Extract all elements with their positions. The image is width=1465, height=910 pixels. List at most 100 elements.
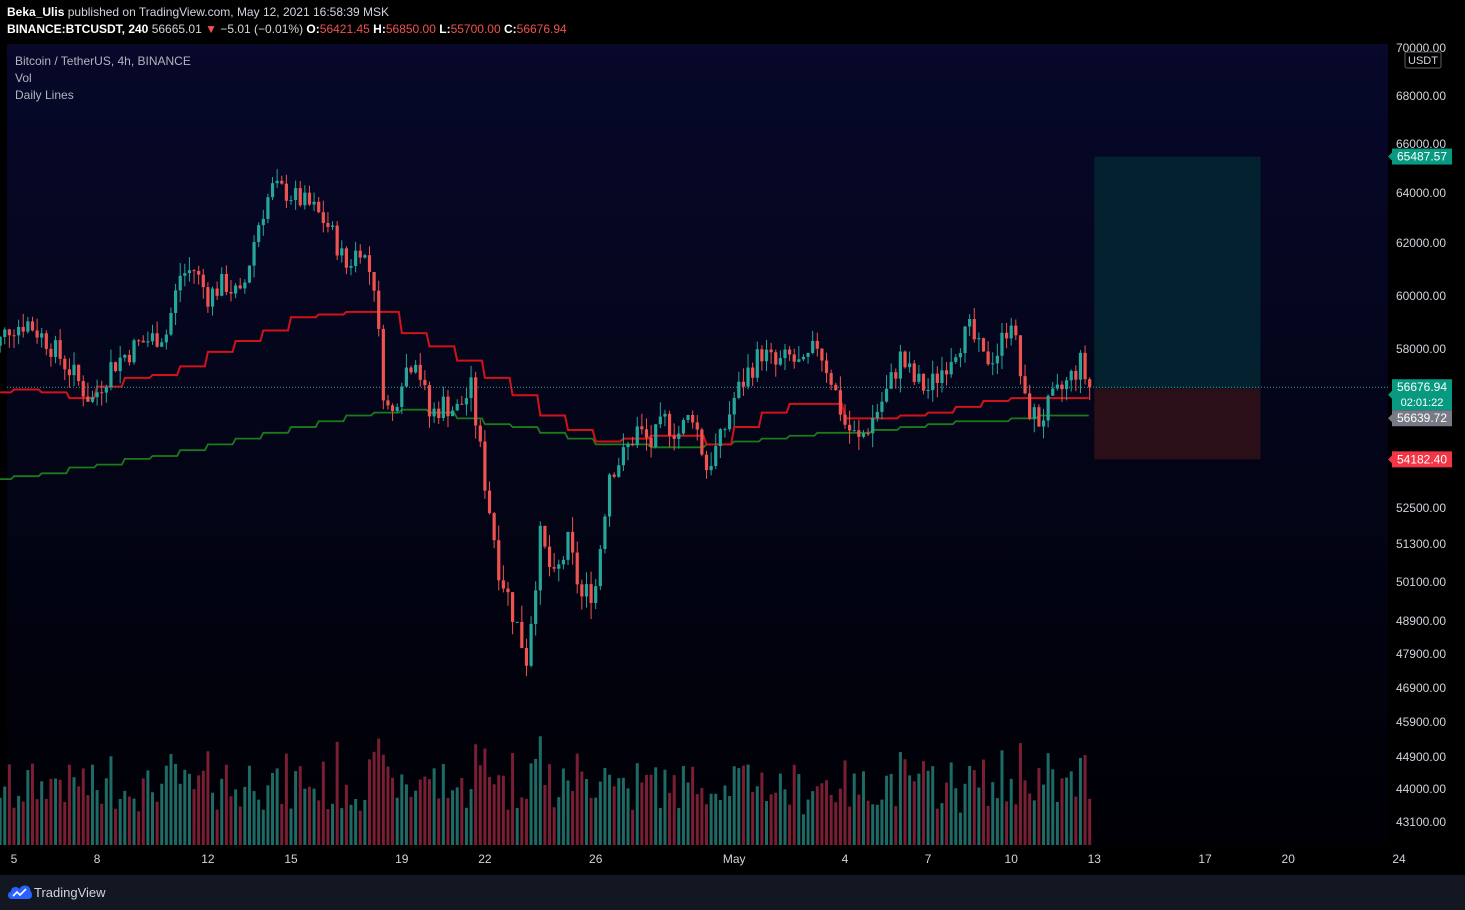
candle[interactable] [1000, 322, 1004, 370]
candle[interactable] [824, 352, 829, 383]
candle[interactable] [367, 246, 372, 285]
candle[interactable] [547, 535, 552, 577]
candle[interactable] [571, 517, 575, 565]
candle[interactable] [820, 348, 824, 372]
candle[interactable] [77, 364, 81, 386]
candle[interactable] [377, 280, 381, 337]
candle[interactable] [917, 364, 921, 384]
candle[interactable] [423, 370, 427, 391]
candle[interactable] [778, 350, 782, 367]
candle[interactable] [7, 328, 11, 348]
candle[interactable] [1046, 394, 1050, 428]
candle[interactable] [395, 403, 399, 413]
candle[interactable] [543, 525, 547, 549]
candle[interactable] [1014, 319, 1018, 341]
candle[interactable] [474, 371, 478, 439]
candle[interactable] [446, 390, 450, 428]
candle[interactable] [21, 313, 25, 338]
candle[interactable] [704, 450, 709, 479]
candle[interactable] [935, 366, 939, 398]
candle[interactable] [141, 335, 145, 343]
stop-zone[interactable] [1094, 388, 1261, 460]
candle[interactable] [718, 428, 722, 459]
candle[interactable] [931, 360, 935, 402]
candle[interactable] [1009, 317, 1013, 346]
candle[interactable] [344, 246, 348, 275]
candle[interactable] [663, 409, 667, 427]
daily-line-red[interactable] [0, 310, 1089, 446]
time-axis[interactable] [0, 845, 1465, 875]
legend-title[interactable]: Bitcoin / TetherUS, 4h, BINANCE [15, 54, 191, 68]
candle[interactable] [340, 240, 344, 263]
candle[interactable] [866, 428, 870, 437]
candle[interactable] [644, 418, 649, 451]
candle[interactable] [210, 286, 215, 316]
candle[interactable] [266, 193, 270, 224]
candle[interactable] [40, 327, 44, 348]
candle[interactable] [714, 433, 718, 470]
candle[interactable] [1088, 377, 1092, 401]
candle[interactable] [1004, 322, 1009, 349]
candle[interactable] [483, 430, 487, 499]
candle[interactable] [811, 330, 815, 355]
candle[interactable] [681, 417, 686, 436]
candle[interactable] [358, 244, 362, 264]
candle[interactable] [280, 175, 284, 185]
candle[interactable] [252, 235, 256, 278]
candle[interactable] [455, 399, 459, 411]
candle[interactable] [164, 329, 168, 350]
candle[interactable] [298, 180, 302, 207]
candle[interactable] [944, 361, 949, 386]
candle[interactable] [478, 419, 482, 448]
candle[interactable] [247, 265, 252, 284]
candle[interactable] [972, 307, 976, 343]
candle[interactable] [908, 351, 912, 373]
candle[interactable] [427, 381, 432, 428]
candle[interactable] [404, 353, 409, 388]
candle[interactable] [90, 390, 95, 404]
candle[interactable] [81, 375, 85, 407]
candle[interactable] [243, 279, 247, 294]
candle[interactable] [709, 452, 713, 476]
candle[interactable] [557, 559, 561, 582]
candle[interactable] [349, 259, 353, 276]
candle[interactable] [363, 253, 367, 259]
candle[interactable] [792, 348, 796, 369]
candle[interactable] [390, 403, 395, 421]
candle[interactable] [875, 404, 879, 422]
candle[interactable] [783, 344, 787, 371]
candle[interactable] [497, 525, 501, 591]
candle[interactable] [797, 346, 801, 363]
candle[interactable] [912, 360, 916, 386]
candle[interactable] [575, 541, 579, 594]
candle[interactable] [612, 472, 616, 479]
candle[interactable] [589, 571, 593, 620]
candle[interactable] [691, 410, 695, 429]
candle[interactable] [1074, 365, 1078, 392]
candle[interactable] [229, 280, 233, 302]
candle[interactable] [580, 579, 584, 610]
candle[interactable] [53, 335, 58, 364]
candle[interactable] [63, 355, 67, 381]
candle[interactable] [958, 348, 963, 368]
candle[interactable] [469, 365, 473, 412]
candle[interactable] [1078, 349, 1083, 394]
candle[interactable] [986, 341, 990, 366]
candle[interactable] [884, 375, 889, 403]
candle[interactable] [857, 419, 861, 451]
candle[interactable] [903, 350, 907, 369]
candle[interactable] [1083, 345, 1087, 385]
legend-vol[interactable]: Vol [15, 71, 32, 85]
candle[interactable] [594, 579, 598, 610]
candle[interactable] [372, 271, 376, 302]
candle[interactable] [534, 581, 538, 636]
candle[interactable] [317, 196, 321, 214]
candle[interactable] [307, 185, 312, 207]
candle[interactable] [178, 262, 182, 303]
candle[interactable] [949, 348, 953, 378]
candle[interactable] [354, 241, 358, 273]
candle[interactable] [270, 177, 275, 201]
candle[interactable] [538, 521, 542, 605]
candle[interactable] [12, 329, 16, 348]
candle[interactable] [137, 339, 141, 347]
